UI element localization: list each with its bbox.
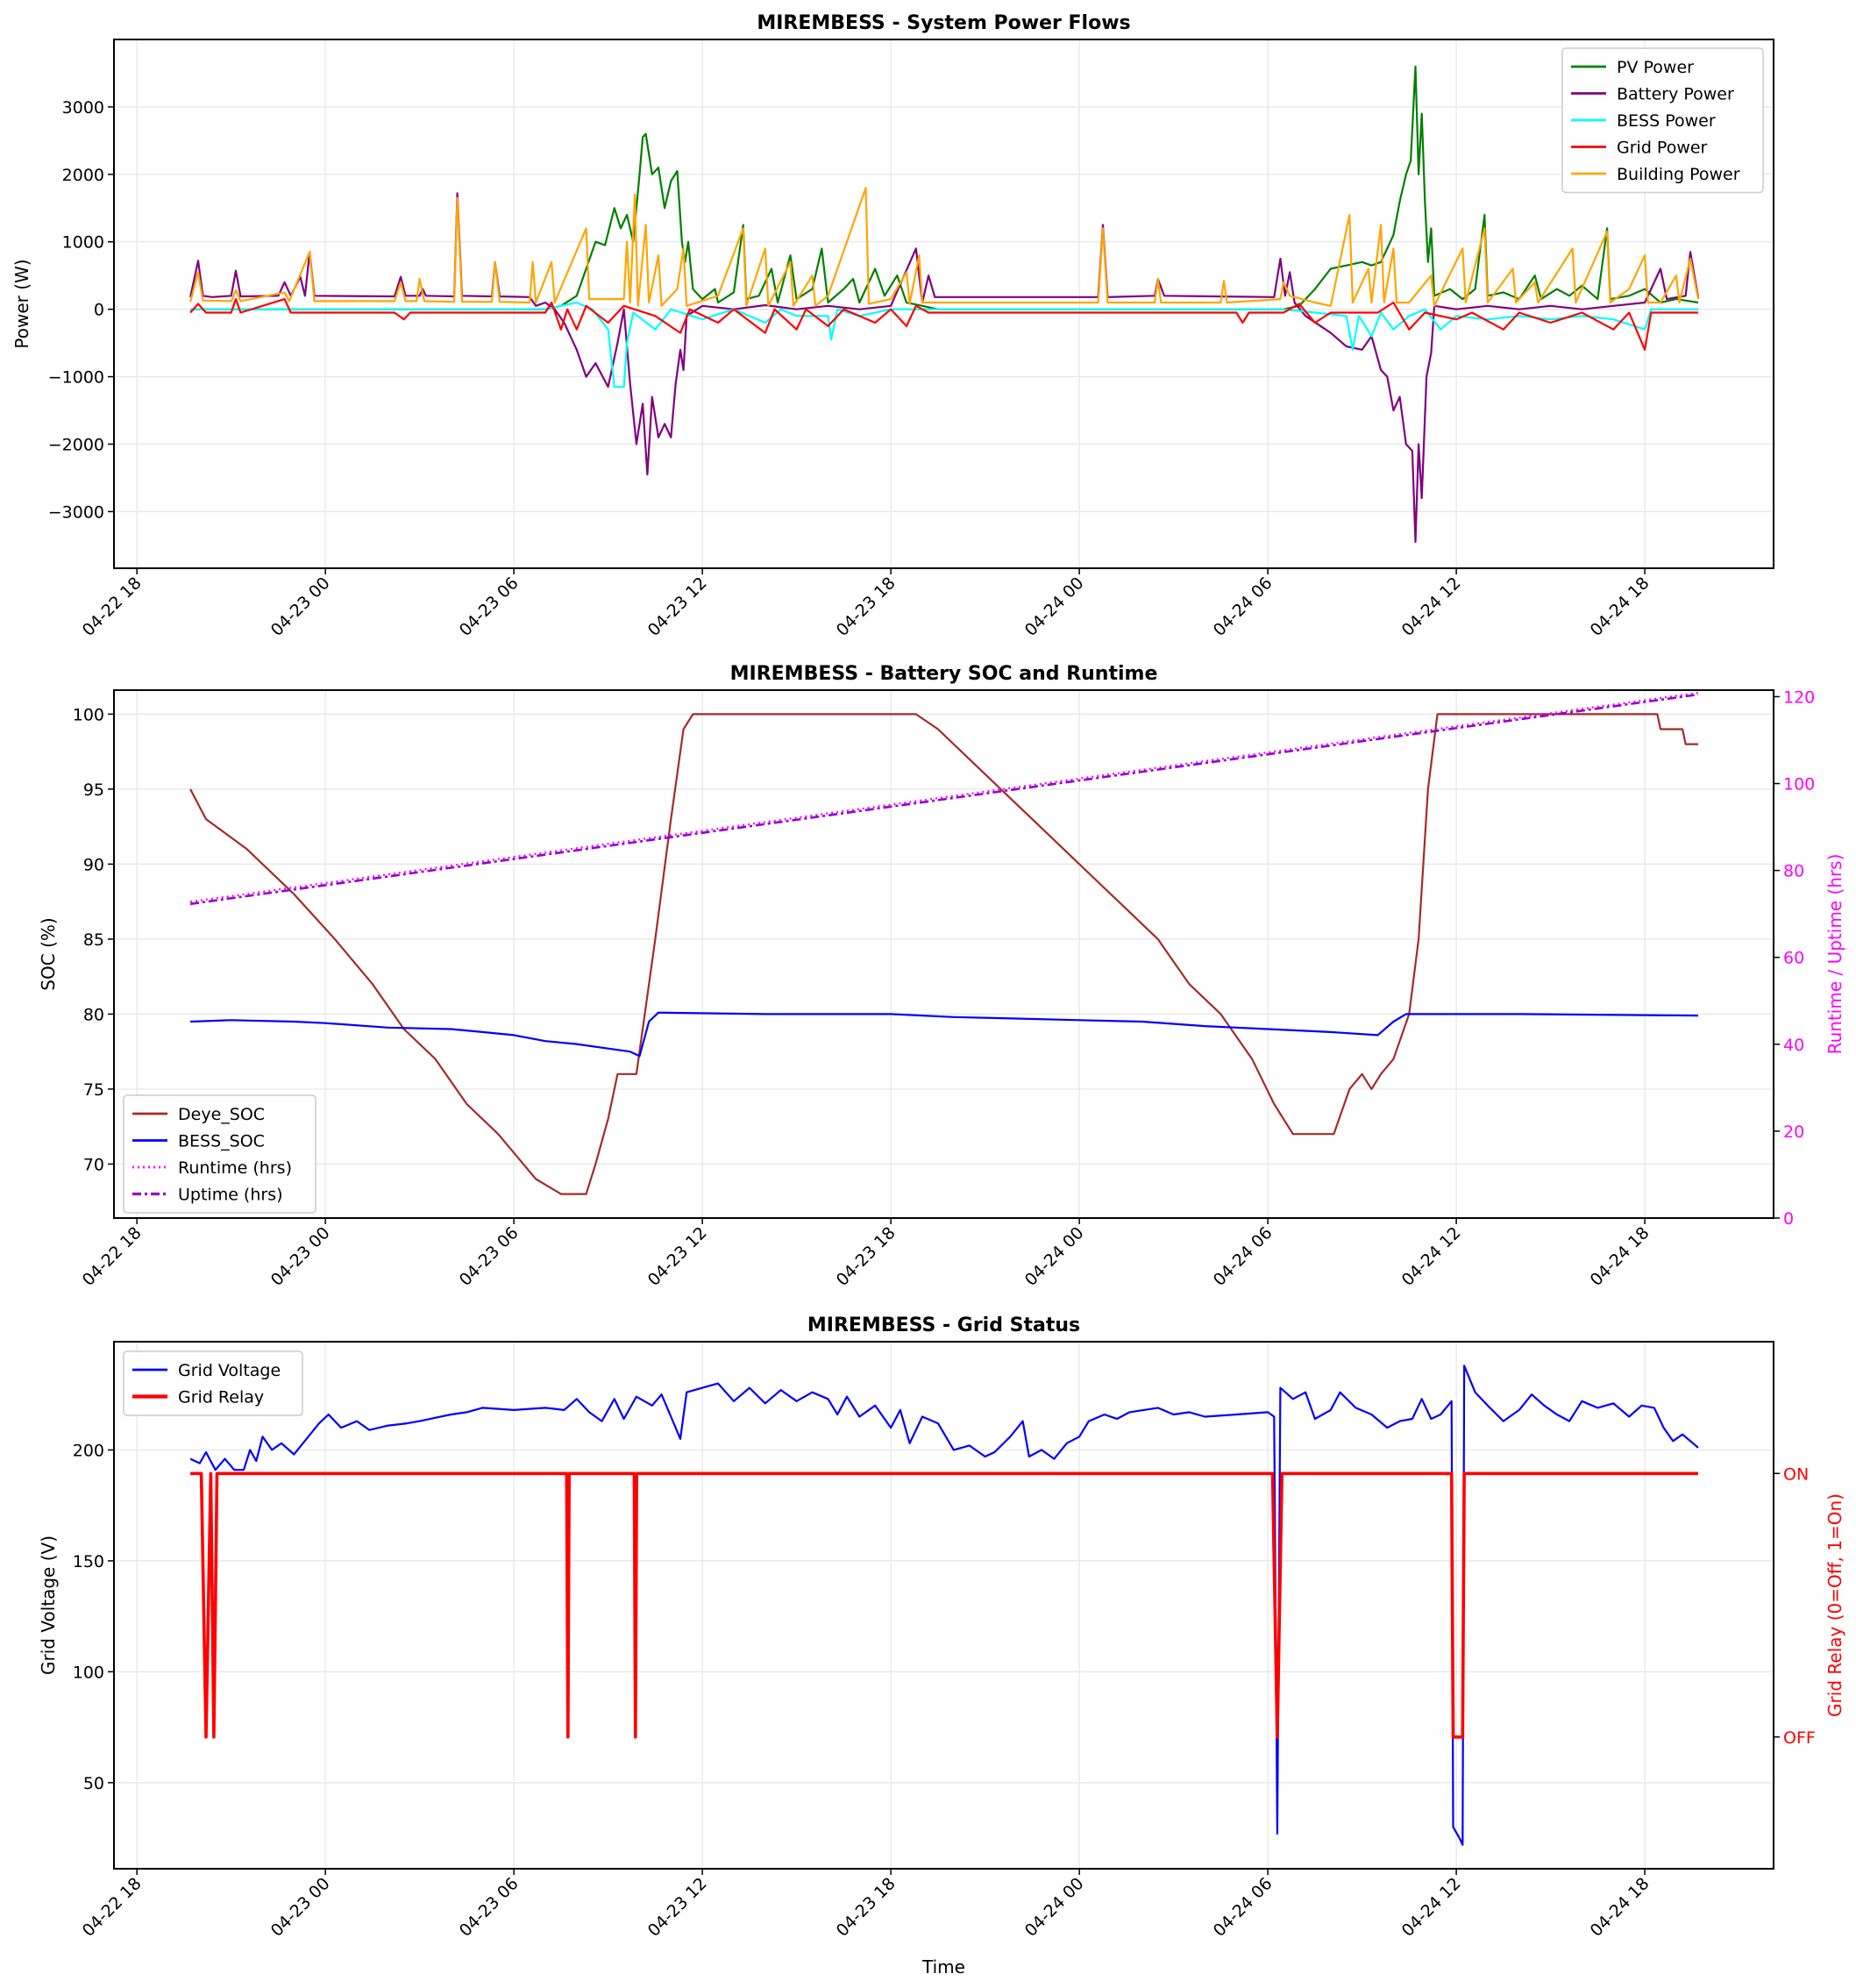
subplot-3: 04-22 18 04-23 00 04-23 06 04-23 12 04-23 18… [38, 1315, 1845, 1977]
chart-title: MIREMBESS - Battery SOC and Runtime [730, 663, 1158, 685]
legend: Deye_SOC BESS_SOC Runtime (hrs) Uptime (hrs… [123, 1094, 316, 1214]
axes-frame [113, 1341, 1774, 1870]
y-tick-label: 150 [73, 1552, 104, 1571]
legend-box [123, 1094, 316, 1214]
x-tick-label: 04-23 18 [833, 1874, 900, 1941]
right-y-tick-label: 20 [1783, 1122, 1804, 1142]
right-y-tick-label: 100 [1783, 775, 1815, 794]
legend-label: BESS_SOC [178, 1132, 265, 1151]
y-axis-label: Grid Voltage (V) [38, 1536, 59, 1675]
series-line-grid-power [189, 298, 1698, 351]
x-tick-label: 04-24 00 [1021, 1223, 1088, 1290]
y-tick-label: 50 [83, 1774, 104, 1793]
y-tick-label: −1000 [48, 368, 104, 388]
series-line-deye-soc [189, 713, 1698, 1195]
right-y-tick-label: 120 [1783, 688, 1815, 707]
legend-label: Grid Power [1617, 139, 1708, 158]
legend-label: Grid Relay [178, 1388, 264, 1407]
y-tick-label: 100 [73, 705, 104, 724]
series-line-bess-power [190, 301, 1698, 388]
x-tick-label: 04-24 00 [1021, 1874, 1088, 1941]
legend-box [1561, 47, 1764, 194]
y-tick-label: 3000 [62, 98, 104, 118]
legend-label: Battery Power [1617, 85, 1734, 104]
x-axis-label: Time [921, 1956, 965, 1977]
series-line-bess-soc [190, 1011, 1699, 1058]
legend-label: Building Power [1617, 165, 1740, 184]
x-tick-label: 04-23 18 [833, 574, 900, 640]
x-tick-label: 04-24 06 [1210, 1874, 1276, 1941]
y-tick-label: 85 [83, 930, 104, 950]
x-tick-label: 04-23 06 [456, 1874, 523, 1941]
subplot-2: 04-22 18 04-23 00 04-23 06 04-23 12 04-23 18… [38, 663, 1845, 1290]
chart-title: MIREMBESS - Grid Status [807, 1315, 1080, 1336]
y-tick-label: 100 [73, 1663, 104, 1682]
series-line-runtime-hrs- [189, 691, 1699, 903]
chart-title: MIREMBESS - System Power Flows [757, 12, 1130, 34]
right-y-tick-label: 40 [1783, 1036, 1804, 1055]
x-tick-label: 04-22 18 [79, 1223, 146, 1290]
legend-label: Runtime (hrs) [178, 1158, 292, 1178]
y-tick-label: 95 [83, 780, 104, 800]
legend-label: PV Power [1617, 58, 1694, 77]
x-tick-label: 04-24 18 [1587, 1874, 1653, 1941]
y-tick-label: 80 [83, 1005, 104, 1024]
x-tick-label: 04-23 12 [644, 1874, 711, 1941]
series-line-grid-voltage [189, 1365, 1699, 1846]
series-line-pv-power [190, 65, 1699, 310]
x-tick-label: 04-23 06 [456, 574, 523, 640]
right-y-axis-label: Runtime / Uptime (hrs) [1824, 854, 1845, 1055]
subplot-1: 04-22 18 04-23 00 04-23 06 04-23 12 04-23 18… [11, 12, 1774, 640]
series-line-building-power [189, 187, 1700, 307]
x-tick-label: 04-24 12 [1398, 574, 1465, 640]
legend: Grid Voltage Grid Relay [123, 1350, 303, 1416]
x-tick-label: 04-23 12 [644, 574, 711, 640]
y-tick-label: 200 [73, 1441, 104, 1460]
x-tick-label: 04-24 06 [1210, 1223, 1276, 1290]
x-tick-label: 04-23 06 [456, 1223, 523, 1290]
x-tick-label: 04-23 00 [267, 574, 334, 640]
y-tick-label: 0 [94, 301, 104, 320]
legend-label: Grid Voltage [178, 1361, 281, 1380]
x-tick-label: 04-24 12 [1398, 1223, 1465, 1290]
y-axis-label: SOC (%) [38, 917, 59, 990]
series-line-uptime-hrs- [189, 693, 1699, 906]
legend-label: Deye_SOC [178, 1105, 265, 1124]
x-tick-label: 04-23 00 [267, 1223, 334, 1290]
legend-box [123, 1350, 303, 1416]
y-tick-label: 70 [83, 1155, 104, 1174]
right-y-tick-label: 60 [1783, 949, 1804, 968]
x-tick-label: 04-23 00 [267, 1874, 334, 1941]
y-axis-label: Power (W) [11, 259, 32, 348]
legend: PV Power Battery Power BESS Power Grid Powe… [1561, 47, 1764, 194]
y-tick-label: 90 [83, 855, 104, 874]
x-tick-label: 04-23 18 [833, 1223, 900, 1290]
y-tick-label: −3000 [48, 502, 104, 522]
x-tick-label: 04-22 18 [79, 1874, 146, 1941]
series-line-grid-relay [190, 1471, 1698, 1739]
x-tick-label: 04-24 06 [1210, 574, 1276, 640]
axes-frame [113, 689, 1774, 1219]
x-tick-label: 04-22 18 [79, 574, 146, 640]
y-tick-label: 75 [83, 1080, 104, 1100]
y-tick-label: 1000 [62, 233, 104, 253]
x-tick-label: 04-24 18 [1587, 574, 1653, 640]
right-y-tick-label: 80 [1783, 862, 1804, 881]
right-y-tick-label: 0 [1783, 1209, 1794, 1229]
y-tick-label: 2000 [62, 166, 104, 185]
y-tick-label: −2000 [48, 435, 104, 454]
x-tick-label: 04-23 12 [644, 1223, 711, 1290]
axes-frame [113, 39, 1774, 569]
x-tick-label: 04-24 00 [1021, 574, 1088, 640]
right-y-tick-label: ON [1783, 1464, 1809, 1484]
legend-label: BESS Power [1617, 111, 1716, 131]
legend-label: Uptime (hrs) [178, 1186, 283, 1205]
x-tick-label: 04-24 12 [1398, 1874, 1465, 1941]
x-tick-label: 04-24 18 [1587, 1223, 1653, 1290]
series-line-battery-power [189, 192, 1700, 544]
right-y-tick-label: OFF [1783, 1728, 1816, 1748]
right-y-axis-label: Grid Relay (0=Off, 1=On) [1824, 1493, 1845, 1717]
